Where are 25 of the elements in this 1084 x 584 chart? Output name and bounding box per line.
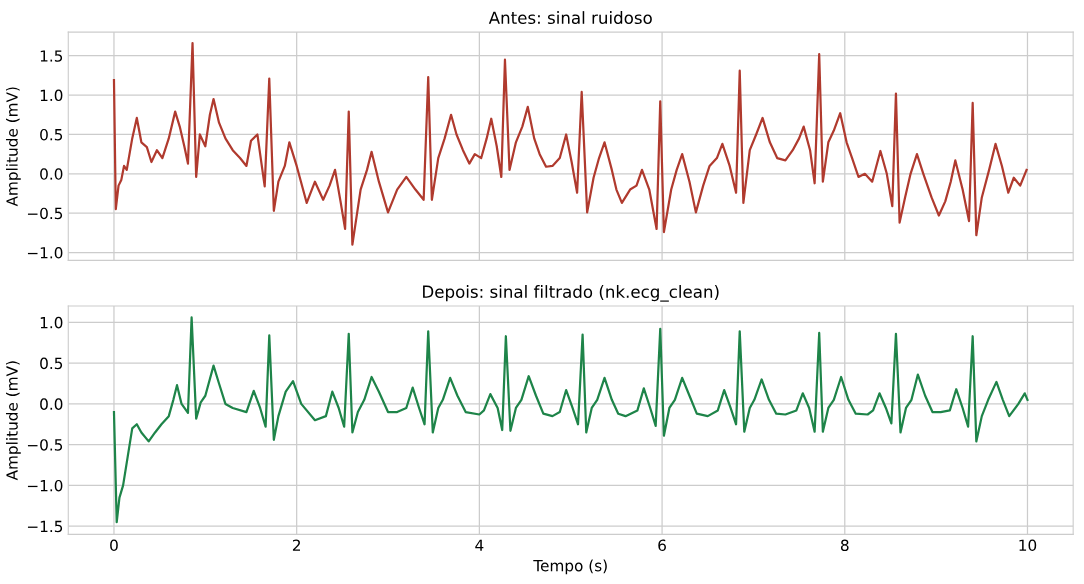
chart-title: Depois: sinal filtrado (nk.ecg_clean) [423, 285, 719, 302]
x-tick-label: 0 [110, 539, 118, 552]
x-tick-label: 2 [292, 539, 300, 551]
y-axis-title: Amplitude (mV) [5, 87, 21, 207]
y-tick-label: 1.0 [40, 89, 63, 102]
x-tick-label: 8 [840, 539, 849, 552]
x-tick-label: 6 [658, 539, 666, 552]
y-tick-label: −1.5 [27, 520, 63, 533]
y-tick-label: 0.0 [40, 168, 63, 180]
y-tick-label: −1.0 [27, 479, 63, 492]
line-series [112, 42, 1028, 246]
chart-title: Antes: sinal ruidoso [488, 11, 652, 25]
x-axis-title: Tempo (s) [533, 559, 607, 575]
x-tick-label: 4 [475, 539, 484, 551]
y-tick-label: −0.5 [27, 439, 63, 451]
y-tick-label: 0.5 [40, 128, 63, 141]
y-tick-label: −0.5 [27, 207, 63, 220]
y-axis-title: Amplitude (mV) [5, 361, 21, 481]
line-series [112, 316, 1029, 524]
y-tick-label: 1.5 [40, 50, 63, 62]
y-tick-label: −1.0 [27, 247, 63, 259]
x-tick-label: 10 [1019, 539, 1037, 552]
y-tick-label: 0.0 [40, 398, 63, 410]
y-tick-label: 0.5 [40, 357, 63, 370]
y-tick-label: 1.0 [40, 316, 63, 329]
